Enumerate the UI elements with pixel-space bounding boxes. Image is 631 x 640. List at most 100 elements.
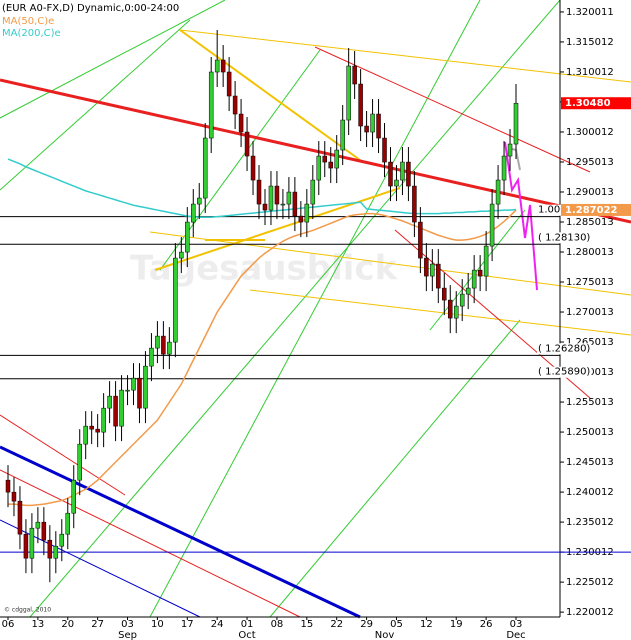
candle-body xyxy=(173,257,178,343)
x-tick-label: 03 xyxy=(510,619,523,630)
candle-body xyxy=(328,161,333,169)
candle-body xyxy=(167,341,172,355)
y-tick-label: 1.310012 xyxy=(566,67,614,78)
level-label-bg xyxy=(537,232,592,244)
y-tick-label: 1.285013 xyxy=(566,217,614,228)
candle-body xyxy=(59,533,65,547)
y-tick-label: 1.240012 xyxy=(566,487,614,498)
candle-body xyxy=(340,119,345,151)
y-tick-label: 1.315012 xyxy=(566,37,614,48)
candle-body xyxy=(220,59,226,73)
y-tick-label: 1.270013 xyxy=(566,307,614,318)
candle-body xyxy=(53,545,59,559)
candle-body xyxy=(47,539,53,559)
trendline xyxy=(179,29,631,83)
month-label: Oct xyxy=(238,630,255,640)
y-tick-label: 1.290013 xyxy=(566,187,614,198)
candle-body xyxy=(430,263,435,277)
y-tick-label: 1.225012 xyxy=(566,577,614,588)
candle-body xyxy=(495,179,501,205)
y-tick-label: 1.295013 xyxy=(566,157,614,168)
candle-body xyxy=(208,71,214,139)
x-tick-label: 22 xyxy=(330,619,343,630)
candle-body xyxy=(364,125,369,133)
month-label: Dec xyxy=(506,630,525,640)
trendline xyxy=(314,46,591,173)
candle-body xyxy=(388,161,393,187)
x-tick-label: 29 xyxy=(360,619,373,630)
level-label-bg xyxy=(537,366,592,378)
trendline xyxy=(0,414,126,496)
candle-body xyxy=(280,203,286,206)
candle-body xyxy=(394,179,399,187)
candle-body xyxy=(179,251,184,259)
y-tick-label: 1.280013 xyxy=(566,247,614,258)
candle-body xyxy=(382,137,387,163)
x-tick-label: 20 xyxy=(61,619,74,630)
legend-entry: MA(200,C)e xyxy=(2,28,61,39)
trendline xyxy=(29,0,561,618)
candle-body xyxy=(214,59,220,73)
month-label: Sep xyxy=(118,630,137,640)
y-tick-label: 1.255013 xyxy=(566,397,614,408)
price-label: 1.30480 xyxy=(565,98,611,109)
candle-body xyxy=(507,143,513,157)
month-label: Nov xyxy=(375,630,395,640)
candle-body xyxy=(101,407,106,433)
candle-body xyxy=(131,377,136,391)
chart-title: (EUR A0-FX,D) Dynamic,0:00-24:00 xyxy=(2,3,179,14)
candle-body xyxy=(400,161,405,181)
x-tick-label: 08 xyxy=(271,619,284,630)
trendline xyxy=(179,29,361,161)
x-tick-label: 12 xyxy=(420,619,433,630)
candle-body xyxy=(71,479,76,514)
x-tick-label: 05 xyxy=(390,619,403,630)
candle-body xyxy=(5,479,11,493)
x-tick-label: 17 xyxy=(181,619,194,630)
candle-body xyxy=(155,335,160,349)
x-tick-label: 19 xyxy=(450,619,463,630)
x-tick-label: 27 xyxy=(91,619,104,630)
candle-body xyxy=(196,197,202,205)
x-tick-label: 15 xyxy=(300,619,313,630)
y-tick-label: 1.250013 xyxy=(566,427,614,438)
y-tick-label: 1.275013 xyxy=(566,277,614,288)
x-tick-label: 26 xyxy=(480,619,493,630)
projection xyxy=(504,141,538,291)
candle-body xyxy=(471,269,477,289)
candle-body xyxy=(113,395,118,427)
y-tick-label: 1.265013 xyxy=(566,337,614,348)
trendline xyxy=(0,19,191,191)
candle-body xyxy=(310,179,316,205)
candle-body xyxy=(292,191,298,217)
candle-body xyxy=(244,131,250,157)
x-tick-label: 01 xyxy=(241,619,254,630)
candle-body xyxy=(501,155,507,181)
candle-body xyxy=(191,203,196,223)
candle-body xyxy=(77,443,82,481)
trendline xyxy=(429,209,526,331)
candle-body xyxy=(304,203,310,223)
candle-body xyxy=(17,500,23,535)
candle-body xyxy=(352,65,357,85)
y-tick-label: 1.245013 xyxy=(566,457,614,468)
candle-body xyxy=(442,287,447,301)
candle-body xyxy=(268,185,274,211)
level-label-bg xyxy=(537,343,592,355)
candle-body xyxy=(489,203,495,247)
trendline xyxy=(0,0,226,119)
legend-entry: MA(50,C)e xyxy=(2,16,54,27)
candle-body xyxy=(298,215,304,223)
y-tick-label: 1.320011 xyxy=(566,7,614,18)
candle-body xyxy=(412,185,417,223)
candle-body xyxy=(370,113,375,133)
trendline xyxy=(0,469,301,618)
candle-body xyxy=(448,299,453,319)
candle-body xyxy=(232,95,238,115)
x-tick-label: 13 xyxy=(32,619,45,630)
candle-body xyxy=(83,425,88,445)
candle-body xyxy=(65,512,71,535)
candle-body xyxy=(406,161,411,187)
